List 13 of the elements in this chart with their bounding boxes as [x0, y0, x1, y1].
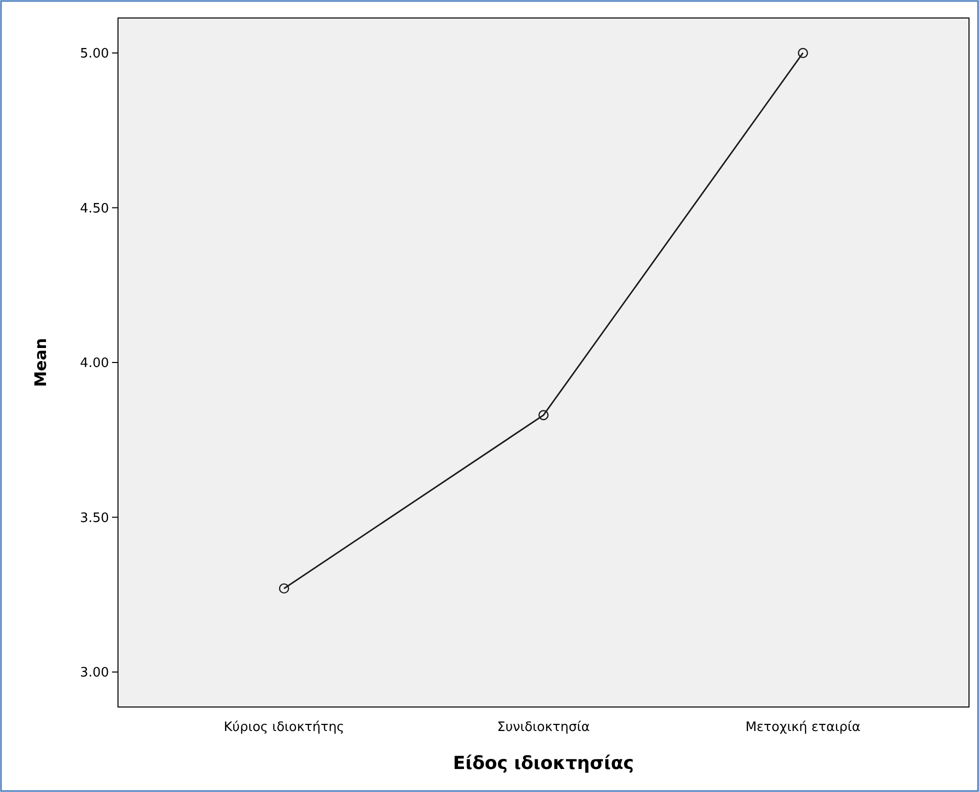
y-tick-label: 4.00 [80, 356, 109, 372]
point [538, 410, 549, 420]
x-tick-label: Μετοχική εταιρία [745, 720, 860, 735]
x-axis-title: Είδος ιδιοκτησίας [453, 753, 634, 774]
y-axis-title: Mean [31, 338, 50, 387]
y-tick-label: 4.50 [80, 201, 109, 216]
y-tick-label: 3.00 [80, 666, 109, 681]
y-tick-label: 3.50 [80, 510, 109, 526]
point [278, 583, 290, 594]
y-tick-label: 5.00 [80, 46, 109, 62]
x-tick-label: Κύριος ιδιοκτήτης [224, 720, 344, 735]
point [798, 48, 808, 58]
x-tick-label: Συνιδιοκτησία [497, 720, 590, 735]
